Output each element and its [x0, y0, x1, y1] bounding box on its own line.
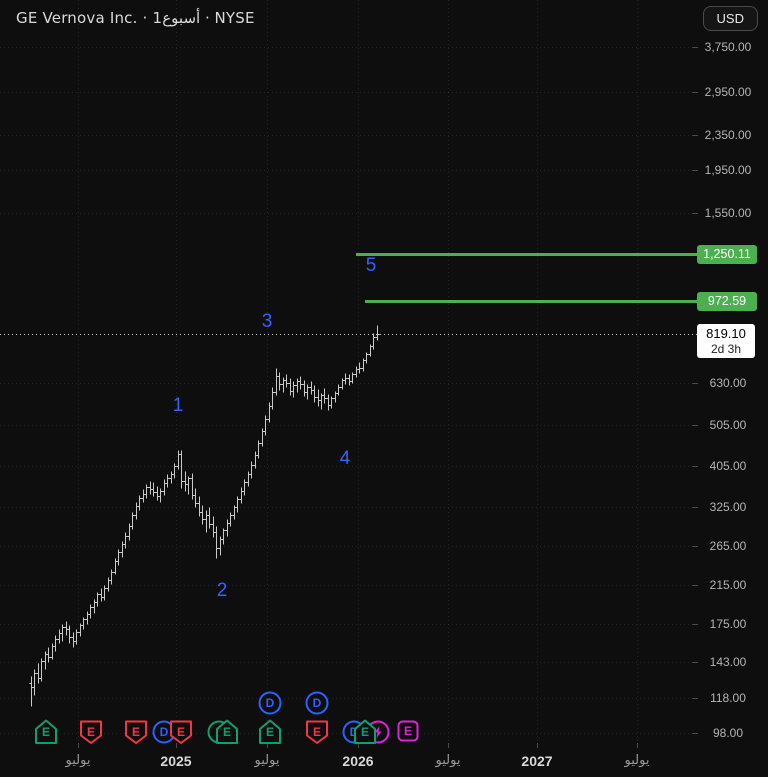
grid — [0, 0, 697, 748]
time-axis-label-month: يوليو — [435, 753, 461, 768]
last-price-value: 819.10 — [706, 326, 746, 341]
svg-text:D: D — [313, 696, 322, 710]
axis-ticks — [78, 47, 698, 748]
earnings-icon-green[interactable]: E — [354, 719, 376, 744]
elliott-wave-label-2[interactable]: 2 — [216, 580, 228, 601]
earnings-icon-green[interactable]: E — [35, 719, 57, 744]
svg-text:E: E — [404, 724, 412, 738]
event-badges: EEEDEEDEDEDEE — [35, 691, 419, 744]
svg-text:E: E — [313, 725, 321, 739]
symbol-title[interactable]: GE Vernova Inc. · 1أسبوع · NYSE — [16, 9, 255, 27]
earnings-icon-red[interactable]: E — [170, 720, 192, 744]
earnings-icon-red[interactable]: E — [80, 720, 102, 744]
svg-text:E: E — [266, 725, 274, 739]
svg-text:E: E — [223, 725, 231, 739]
target-price-label-2: 972.59 — [697, 292, 757, 311]
price-axis-tick-label: 175.00 — [709, 617, 747, 631]
svg-text:D: D — [266, 696, 275, 710]
last-price-label: 819.10 2d 3h — [697, 324, 755, 358]
svg-text:E: E — [361, 725, 369, 739]
price-axis-tick-label: 2,350.00 — [704, 128, 752, 142]
price-axis-tick-label: 630.00 — [709, 376, 747, 390]
time-axis-label-month: يوليو — [254, 753, 280, 768]
price-axis-tick-label: 405.00 — [709, 459, 747, 473]
time-axis[interactable] — [0, 748, 768, 777]
time-axis-label-year: 2025 — [160, 753, 192, 769]
time-axis-label-year: 2026 — [342, 753, 374, 769]
price-axis-tick-label: 3,750.00 — [704, 40, 752, 54]
time-axis-label-month: يوليو — [624, 753, 650, 768]
earnings-icon-green[interactable]: E — [259, 719, 281, 744]
estimated-earnings-icon[interactable]: E — [397, 720, 419, 742]
earnings-icon-red[interactable]: E — [306, 720, 328, 744]
price-axis-tick-label: 215.00 — [709, 578, 747, 592]
price-bars — [29, 325, 380, 707]
price-axis-tick-label: 98.00 — [712, 726, 744, 740]
svg-text:E: E — [132, 725, 140, 739]
target-price-label-1: 1,250.11 — [697, 245, 757, 264]
price-axis-tick-label: 118.00 — [710, 691, 746, 705]
price-axis-tick-label: 1,950.00 — [704, 163, 752, 177]
price-axis-tick-label: 2,950.00 — [704, 85, 752, 99]
elliott-wave-label-3[interactable]: 3 — [261, 311, 273, 332]
price-axis-tick-label: 265.00 — [709, 539, 747, 553]
price-axis-tick-label: 325.00 — [709, 500, 747, 514]
price-axis-tick-label: 505.00 — [709, 418, 747, 432]
elliott-wave-label-5[interactable]: 5 — [365, 255, 377, 276]
time-axis-label-year: 2027 — [521, 753, 553, 769]
svg-text:E: E — [42, 725, 50, 739]
earnings-icon-red[interactable]: E — [125, 720, 147, 744]
elliott-wave-label-4[interactable]: 4 — [339, 448, 351, 469]
elliott-wave-label-1[interactable]: 1 — [172, 395, 184, 416]
currency-toggle-button[interactable]: USD — [702, 6, 758, 31]
svg-text:E: E — [87, 725, 95, 739]
time-axis-label-month: يوليو — [65, 753, 91, 768]
svg-text:E: E — [177, 725, 185, 739]
svg-text:D: D — [160, 725, 169, 739]
dividend-icon[interactable]: D — [305, 691, 329, 715]
price-axis-tick-label: 143.00 — [709, 655, 747, 669]
earnings-icon-green[interactable]: E — [216, 719, 238, 744]
bar-countdown: 2d 3h — [710, 342, 742, 356]
price-axis-tick-label: 1,550.00 — [704, 206, 752, 220]
dividend-icon[interactable]: D — [258, 691, 282, 715]
price-axis[interactable] — [695, 40, 768, 750]
